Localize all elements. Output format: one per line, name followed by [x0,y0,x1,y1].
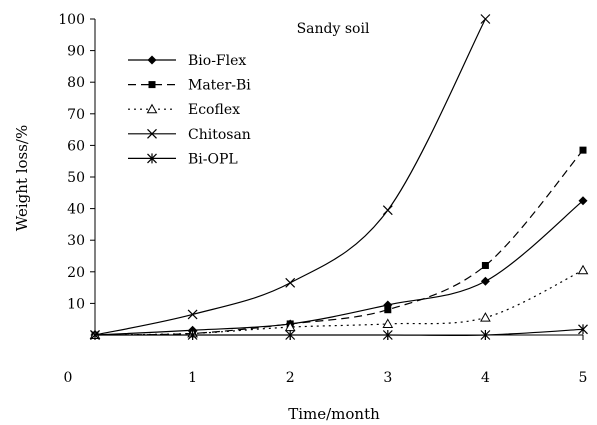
data-point-ecoflex [382,318,394,328]
data-point-mater-bi [384,306,392,314]
series-ecoflex [89,264,589,339]
legend-label: Ecoflex [188,102,240,118]
axes [94,19,583,336]
series-mater-bi [91,146,587,339]
series-line-ecoflex [94,269,584,336]
y-tick-label: 20 [67,265,85,281]
y-tick-label: 50 [67,170,85,186]
data-point-bi-opl [578,324,588,335]
series-line-chitosan [94,18,486,336]
chart-title: Sandy soil [297,21,370,37]
data-point-mater-bi [481,261,489,269]
data-point-bi-opl [90,330,100,340]
legend-marker-mater-bi [148,81,156,89]
series-chitosan [90,14,491,340]
y-tick-label: 40 [67,202,85,218]
x-tick-label: 1 [188,370,197,386]
legend-marker-chitosan [147,128,157,139]
data-point-bi-opl [480,330,491,340]
data-point-bi-opl [285,330,296,340]
data-point-bi-opl [382,330,393,340]
x-tick-label: 0 [64,370,73,386]
data-point-bio-flex [480,276,490,286]
y-tick-label: 100 [58,12,85,28]
series-line-mater-bi [94,149,584,336]
legend-item-bio-flex: Bio-Flex [128,53,246,69]
legend-item-ecoflex: Ecoflex [128,102,240,118]
data-point-chitosan [382,205,393,216]
y-axis-title: Weight loss/% [13,125,31,231]
y-tick-label: 60 [67,138,85,154]
x-axis-title: Time/month [288,405,380,423]
legend-label: Mater-Bi [188,78,251,94]
y-tick-label: 80 [67,75,85,91]
series-bio-flex [90,196,588,340]
y-tick-label: 90 [67,44,85,60]
y-tick-label: 70 [67,107,85,123]
y-tick-label: 30 [67,233,85,249]
x-tick-label: 5 [579,370,588,386]
legend-label: Chitosan [188,127,251,143]
data-point-chitosan [285,277,296,288]
legend-label: Bio-Flex [188,53,246,69]
data-point-ecoflex [480,312,491,322]
data-point-chitosan [480,14,491,24]
data-point-mater-bi [579,146,587,154]
legend-marker-bi-opl [147,153,157,164]
data-point-bio-flex [578,196,588,206]
data-point-chitosan [187,309,198,320]
y-axis-ticks: 10 20 30 40 50 60 70 80 90 100 [58,12,95,312]
y-tick-label: 10 [67,296,85,312]
x-axis-ticks: 0 1 2 3 4 5 [64,335,588,386]
series-bi-opl [90,324,588,340]
data-point-ecoflex [577,264,589,275]
x-tick-label: 4 [481,370,490,386]
legend-item-bi-opl: Bi-OPL [128,151,238,167]
data-point-bi-opl [187,330,198,340]
legend-label: Bi-OPL [188,151,238,167]
x-tick-label: 3 [383,370,392,386]
legend-item-mater-bi: Mater-Bi [128,78,251,94]
legend: Bio-Flex Mater-Bi Ecoflex Chitosan Bi-OPL [128,53,251,167]
legend-item-chitosan: Chitosan [128,127,251,143]
series-line-bi-opl [95,328,584,337]
legend-marker-ecoflex [146,103,158,114]
legend-marker-bio-flex [147,55,157,65]
x-tick-label: 2 [286,370,295,386]
series-line-bio-flex [94,200,584,336]
series-layer [89,14,589,340]
